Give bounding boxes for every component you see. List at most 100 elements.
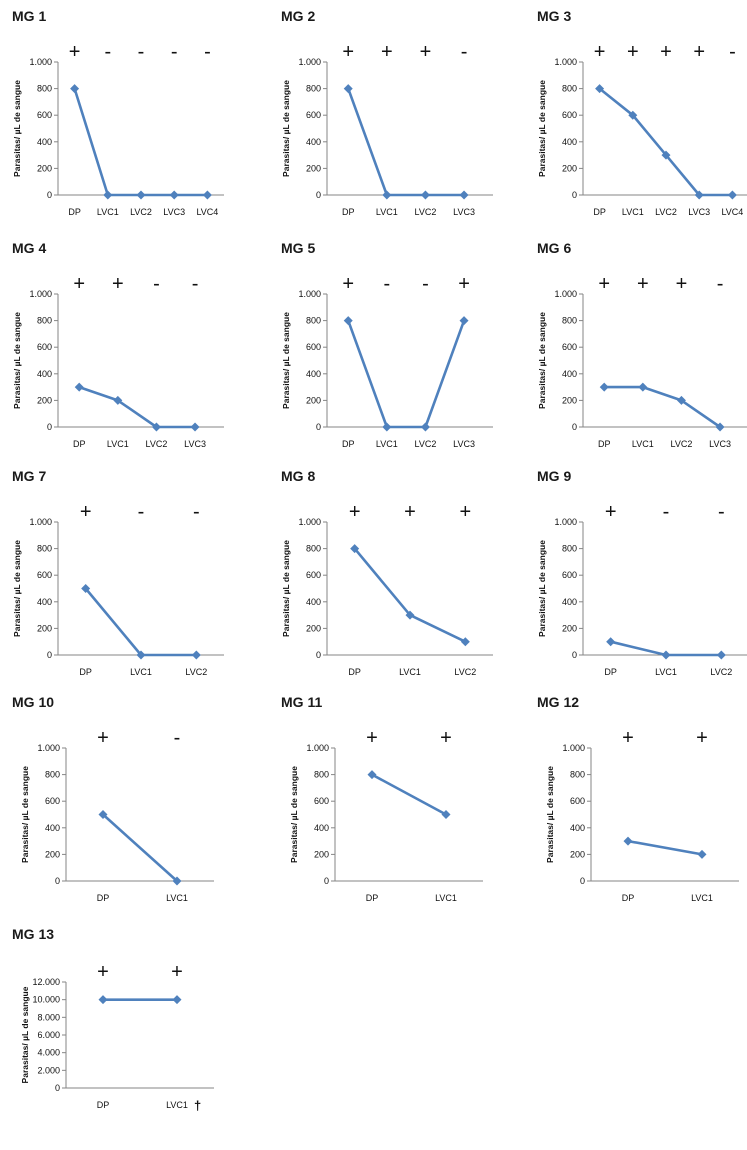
y-tick-label: 8.000 <box>37 1012 60 1022</box>
y-tick-label: 800 <box>37 544 52 554</box>
x-tick-label: LVC1 <box>399 667 421 677</box>
series-line <box>371 773 447 816</box>
x-tick-label: LVC1 <box>130 667 152 677</box>
x-tick-label: DP <box>593 207 606 217</box>
data-point <box>727 190 737 200</box>
data-point <box>382 190 392 200</box>
data-point <box>343 84 353 94</box>
chart-title: MG 10 <box>12 694 54 710</box>
data-point <box>628 110 638 120</box>
series-line <box>353 547 466 643</box>
chart-title: MG 1 <box>12 8 46 24</box>
y-tick-label: 600 <box>306 342 321 352</box>
y-tick-label: 800 <box>45 770 60 780</box>
y-tick-label: 600 <box>562 110 577 120</box>
data-point <box>191 650 201 660</box>
positive-sign: + <box>366 727 378 749</box>
positive-sign: + <box>696 727 708 749</box>
y-tick-label: 400 <box>306 597 321 607</box>
y-axis-label: Parasitas/ µL de sangue <box>281 540 291 637</box>
x-tick-label: LVC1 <box>691 893 713 903</box>
data-point <box>103 190 113 200</box>
chart-svg-9: MG 9 Parasitas/ µL de sangue 0 200 400 600 800… <box>537 468 747 677</box>
negative-sign: - <box>193 501 200 523</box>
x-tick-label: DP <box>97 1100 110 1110</box>
y-tick-label: 800 <box>37 316 52 326</box>
x-tick-label: DP <box>79 667 92 677</box>
y-tick-label: 600 <box>562 342 577 352</box>
y-tick-label: 200 <box>570 849 585 859</box>
data-point <box>661 150 671 160</box>
negative-sign: - <box>138 41 145 63</box>
positive-sign: + <box>676 273 688 295</box>
x-tick-label: LVC2 <box>185 667 207 677</box>
data-point <box>694 190 704 200</box>
x-tick-label: LVC4 <box>721 207 743 217</box>
x-tick-label: LVC3 <box>709 439 731 449</box>
positive-sign: + <box>73 273 85 295</box>
data-point <box>136 650 146 660</box>
chart-panel-12: MG 12 Parasitas/ µL de sangue 0 200 400 600 80… <box>533 692 747 918</box>
x-tick-label: LVC1 <box>166 1100 188 1110</box>
chart-panel-2: MG 2 Parasitas/ µL de sangue 0 200 400 600 800… <box>277 6 507 232</box>
x-tick-label: LVC1 <box>376 439 398 449</box>
y-tick-label: 10.000 <box>32 995 60 1005</box>
negative-sign: - <box>461 41 468 63</box>
chart-svg-1: MG 1 Parasitas/ µL de sangue 0 200 400 600 800… <box>12 8 224 217</box>
data-point <box>367 770 377 780</box>
data-point <box>420 422 430 432</box>
y-tick-label: 0 <box>572 190 577 200</box>
y-tick-label: 600 <box>314 796 329 806</box>
x-tick-label: LVC2 <box>415 439 437 449</box>
y-tick-label: 400 <box>314 823 329 833</box>
y-axis-label: Parasitas/ µL de sangue <box>537 312 547 409</box>
chart-title: MG 7 <box>12 468 46 484</box>
negative-sign: - <box>729 41 736 63</box>
data-point <box>70 84 80 94</box>
chart-panel-8: MG 8 Parasitas/ µL de sangue 0 200 400 600 800… <box>277 466 507 692</box>
chart-panel-10: MG 10 Parasitas/ µL de sangue 0 200 400 600 80… <box>8 692 238 918</box>
data-point <box>441 810 451 819</box>
x-tick-label: LVC1 <box>632 439 654 449</box>
positive-sign: + <box>97 961 109 983</box>
data-point <box>697 849 707 859</box>
chart-panel-9: MG 9 Parasitas/ µL de sangue 0 200 400 600 800… <box>533 466 747 692</box>
y-tick-label: 0 <box>55 1083 60 1093</box>
y-tick-label: 800 <box>306 544 321 554</box>
y-tick-label: 200 <box>37 163 52 173</box>
y-tick-label: 800 <box>562 316 577 326</box>
chart-svg-13: MG 13 Parasitas/ µL de sangue 0 2.000 4.000 6… <box>12 926 214 1113</box>
chart-svg-6: MG 6 Parasitas/ µL de sangue 0 200 400 600 800… <box>537 240 747 449</box>
y-tick-label: 1.000 <box>554 57 577 67</box>
data-point <box>172 995 182 1005</box>
y-axis-label: Parasitas/ µL de sangue <box>281 80 291 177</box>
positive-sign: + <box>349 501 361 523</box>
y-tick-label: 1.000 <box>554 517 577 527</box>
positive-sign: + <box>459 501 471 523</box>
x-tick-label: LVC2 <box>671 439 693 449</box>
x-tick-label: DP <box>598 439 611 449</box>
x-tick-label: LVC3 <box>453 207 475 217</box>
chart-svg-10: MG 10 Parasitas/ µL de sangue 0 200 400 600 80… <box>12 694 214 903</box>
y-tick-label: 200 <box>37 623 52 633</box>
negative-sign: - <box>192 273 199 295</box>
y-axis-label: Parasitas/ µL de sangue <box>20 766 30 863</box>
negative-sign: - <box>422 273 429 295</box>
series-line <box>84 587 197 657</box>
x-tick-label: LVC1 <box>376 207 398 217</box>
positive-sign: + <box>420 41 432 63</box>
y-tick-label: 600 <box>570 796 585 806</box>
death-dagger-mark: † <box>194 1098 201 1113</box>
chart-panel-3: MG 3 Parasitas/ µL de sangue 0 200 400 600 800… <box>533 6 747 232</box>
chart-svg-2: MG 2 Parasitas/ µL de sangue 0 200 400 600 800… <box>281 8 493 217</box>
positive-sign: + <box>458 273 470 295</box>
y-tick-label: 0 <box>316 650 321 660</box>
y-tick-label: 600 <box>306 110 321 120</box>
y-tick-label: 400 <box>37 137 52 147</box>
negative-sign: - <box>204 41 211 63</box>
y-tick-label: 400 <box>562 597 577 607</box>
y-tick-label: 600 <box>562 570 577 580</box>
positive-sign: + <box>404 501 416 523</box>
series-line <box>604 385 721 429</box>
y-axis-label: Parasitas/ µL de sangue <box>281 312 291 409</box>
